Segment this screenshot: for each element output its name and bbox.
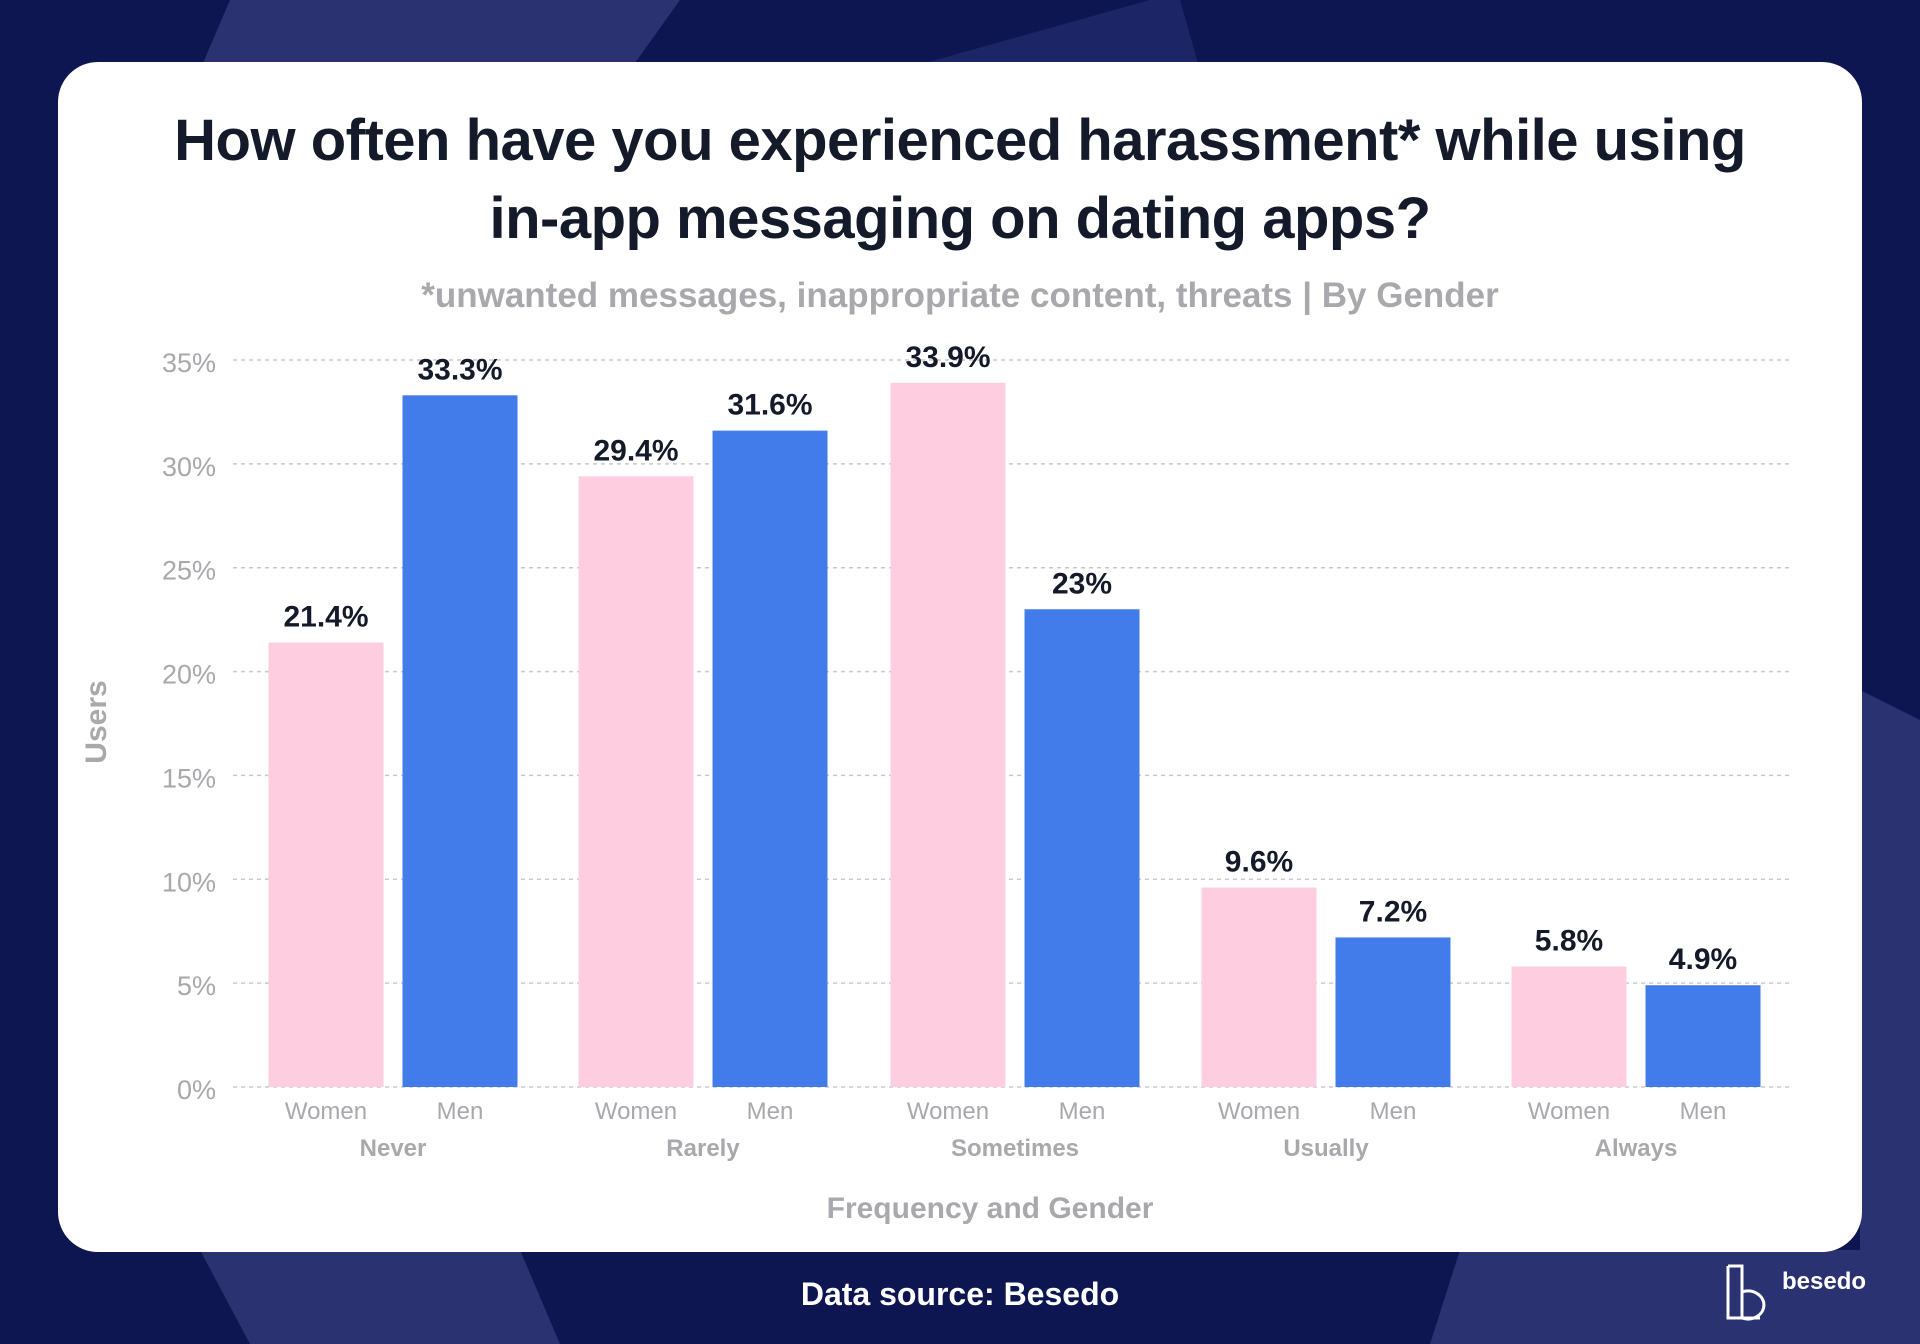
y-tick-label: 30% bbox=[162, 452, 216, 482]
bar-men-rarely bbox=[712, 430, 828, 1087]
x-tick-label-category: Sometimes bbox=[951, 1135, 1079, 1162]
x-tick-label-gender: Women bbox=[285, 1098, 367, 1125]
chart-card: How often have you experienced harassmen… bbox=[58, 62, 1862, 1252]
data-source-text: Data source: Besedo bbox=[800, 1276, 1120, 1312]
y-tick-label: 0% bbox=[177, 1075, 216, 1105]
data-label: 4.9% bbox=[1669, 943, 1737, 976]
data-label: 33.3% bbox=[417, 353, 502, 386]
chart-subtitle: *unwanted messages, inappropriate conten… bbox=[421, 276, 1499, 315]
x-tick-label-category: Rarely bbox=[666, 1135, 740, 1162]
data-label: 5.8% bbox=[1535, 925, 1603, 958]
data-label: 23% bbox=[1052, 567, 1112, 600]
y-axis-label: Users bbox=[80, 680, 113, 763]
x-tick-label-gender: Men bbox=[747, 1098, 794, 1125]
bar-men-usually bbox=[1335, 937, 1451, 1087]
data-label: 9.6% bbox=[1225, 846, 1293, 879]
besedo-logo-icon bbox=[1726, 1264, 1766, 1321]
x-tick-label-gender: Men bbox=[1680, 1098, 1727, 1125]
y-tick-label: 10% bbox=[162, 867, 216, 897]
chart-title-line-1: How often have you experienced harassmen… bbox=[174, 108, 1746, 173]
y-tick-label: 5% bbox=[177, 971, 216, 1001]
x-tick-label-category: Usually bbox=[1283, 1135, 1369, 1162]
y-tick-label: 35% bbox=[162, 348, 216, 378]
x-tick-label-gender: Women bbox=[907, 1098, 989, 1125]
y-tick-label: 15% bbox=[162, 763, 216, 793]
x-tick-label-gender: Women bbox=[1528, 1098, 1610, 1125]
bar-women-always bbox=[1511, 966, 1627, 1087]
bar-women-sometimes bbox=[890, 382, 1006, 1087]
bar-women-rarely bbox=[578, 476, 694, 1087]
chart-title-line-2: in-app messaging on dating apps? bbox=[489, 186, 1431, 251]
besedo-logo: besedo bbox=[1724, 1262, 1874, 1328]
bar-chart: 0% 5% 10% 15% 20% 25% 30% 35% Users 21.4% Women 33.… bbox=[80, 341, 1793, 1225]
bar-women-usually bbox=[1201, 887, 1317, 1087]
bar-men-sometimes bbox=[1024, 609, 1140, 1087]
chart-title: How often have you experienced harassmen… bbox=[58, 102, 1862, 258]
x-tick-label-gender: Women bbox=[1218, 1098, 1300, 1125]
bar-women-never bbox=[268, 642, 384, 1087]
data-label: 33.9% bbox=[905, 341, 990, 374]
bar-men-always bbox=[1645, 985, 1761, 1087]
x-tick-label-gender: Men bbox=[1059, 1098, 1106, 1125]
x-axis-label: Frequency and Gender bbox=[827, 1192, 1154, 1225]
x-tick-label-gender: Men bbox=[1370, 1098, 1417, 1125]
besedo-logo-text: besedo bbox=[1782, 1268, 1867, 1295]
data-label: 21.4% bbox=[283, 600, 368, 633]
x-tick-label-category: Never bbox=[360, 1135, 427, 1162]
x-tick-label-gender: Men bbox=[437, 1098, 484, 1125]
x-tick-label-category: Always bbox=[1595, 1135, 1678, 1162]
x-tick-label-gender: Women bbox=[595, 1098, 677, 1125]
bar-men-never bbox=[402, 395, 518, 1088]
data-label: 31.6% bbox=[727, 389, 812, 422]
data-label: 29.4% bbox=[593, 434, 678, 467]
y-tick-label: 25% bbox=[162, 556, 216, 586]
y-tick-label: 20% bbox=[162, 660, 216, 690]
data-label: 7.2% bbox=[1359, 895, 1427, 928]
